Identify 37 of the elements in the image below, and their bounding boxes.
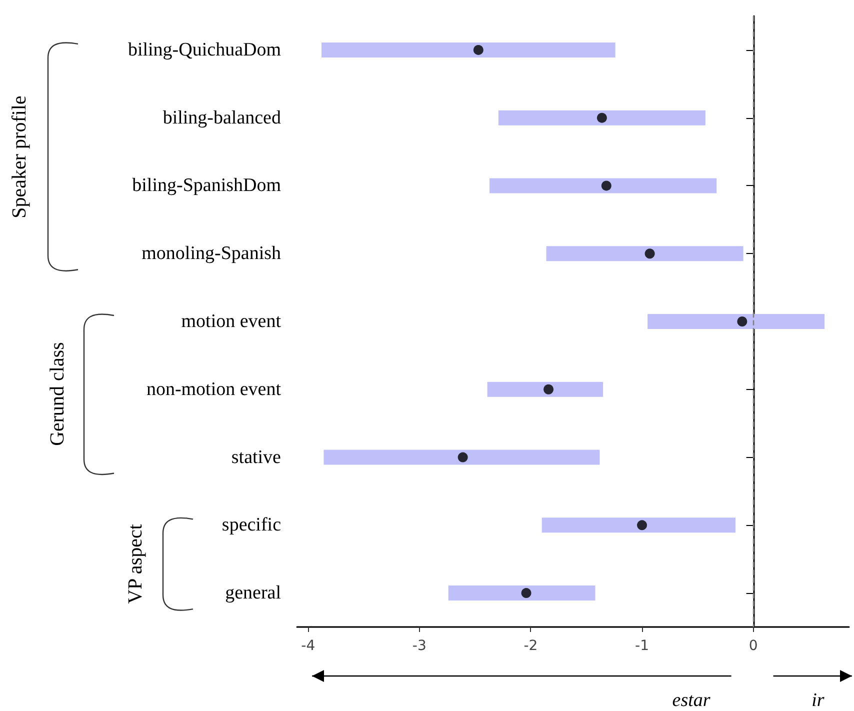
bar	[448, 586, 596, 601]
y-tick-label: motion event	[181, 311, 282, 332]
x-tick-label: -3	[412, 638, 426, 654]
text: Speaker profile	[8, 95, 32, 218]
text: estar	[672, 690, 710, 711]
bar	[324, 450, 600, 465]
point	[644, 248, 655, 259]
bar	[487, 382, 604, 397]
point	[601, 180, 612, 191]
x-tick-label: 0	[748, 638, 758, 654]
y-tick-label: monoling-Spanish	[142, 243, 282, 264]
x-tick-label: -1	[635, 638, 649, 654]
text: VP aspect	[124, 524, 148, 604]
point	[596, 112, 607, 123]
text: Gerund class	[46, 342, 70, 446]
y-tick-label: non-motion event	[146, 378, 282, 400]
x-tick-label: -2	[524, 638, 538, 654]
y-tick-label: specific	[222, 514, 281, 536]
point	[521, 588, 532, 598]
y-tick-label: biling-balanced	[162, 107, 282, 128]
bar	[498, 110, 706, 126]
y-tick-label: biling-QuichuaDom	[128, 39, 282, 60]
point	[544, 384, 554, 394]
x-tick-label: -4	[301, 638, 316, 654]
y-tick-label: stative	[231, 446, 281, 468]
point	[458, 452, 468, 462]
point	[473, 44, 484, 55]
bar	[542, 518, 736, 533]
bar	[321, 42, 616, 58]
point	[737, 316, 748, 326]
y-tick-label: general	[225, 582, 281, 604]
y-tick-label: biling-SpanishDom	[132, 175, 282, 196]
bar	[490, 178, 717, 194]
bar	[546, 246, 744, 262]
text: ir	[812, 690, 824, 711]
bar	[648, 314, 825, 329]
point	[637, 520, 647, 530]
